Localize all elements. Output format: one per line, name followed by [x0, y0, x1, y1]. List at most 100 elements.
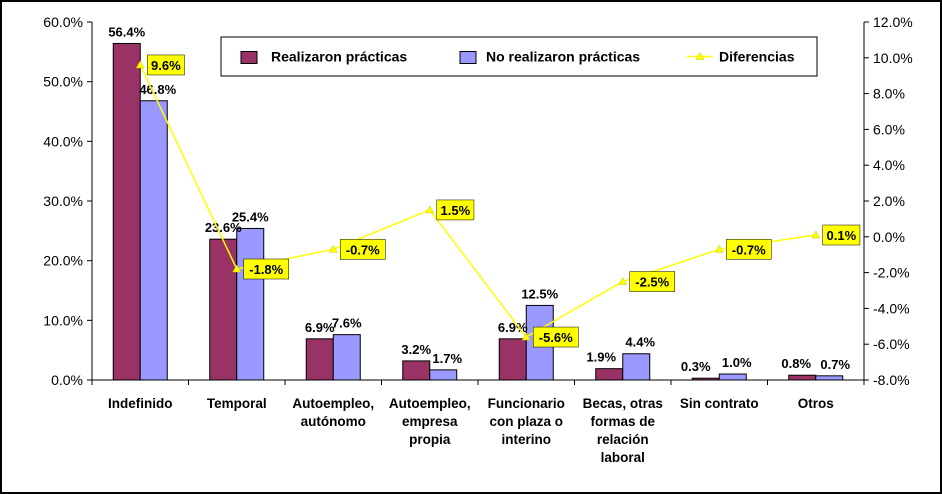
category-label: empresa: [402, 414, 458, 429]
bar-realizaron: [595, 368, 624, 381]
left-tick-label: 20.0%: [43, 253, 83, 269]
legend: Realizaron prácticas No realizaron prácti…: [220, 36, 818, 77]
bar-no-realizaron: [622, 353, 651, 381]
category-label: propia: [409, 432, 451, 447]
category-label: Autoempleo,: [389, 396, 471, 411]
legend-box: [220, 36, 818, 77]
difference-label-box: [533, 326, 579, 348]
difference-marker: [135, 60, 145, 69]
difference-marker: [521, 332, 531, 341]
legend-swatch-realizaron: [240, 51, 258, 64]
legend-swatch-no-realizaron: [459, 51, 477, 64]
bar-no-realizaron: [139, 100, 168, 381]
right-tick-label: 12.0%: [873, 14, 913, 30]
difference-label-box: [340, 239, 386, 260]
category-label: Autoempleo,: [292, 396, 374, 411]
bar-no-realizaron: [718, 373, 747, 381]
category-label: Sin contrato: [680, 396, 759, 411]
bar-label-no-realizaron: 25.4%: [232, 209, 269, 224]
bar-no-realizaron: [236, 227, 265, 381]
left-tick-label: 60.0%: [43, 14, 83, 30]
tick-labels: 0.0% 10.0% 20.0% 30.0% 40.0% 50.0% 60.0% -8.0% -…: [43, 14, 912, 388]
category-label: Becas, otras: [583, 396, 663, 411]
difference-labels: 9.6% -1.8% -0.7% 1.5% -5.6% -2.5% -0.7% 0.1%: [147, 54, 861, 348]
bar-label-realizaron: 6.9%: [305, 320, 335, 335]
bar-label-no-realizaron: 1.0%: [722, 355, 752, 370]
bar-label-realizaron: 3.2%: [401, 342, 431, 357]
bar-no-realizaron: [429, 369, 458, 381]
legend-label-no-realizaron: No realizaron prácticas: [486, 49, 640, 65]
left-tick-label: 50.0%: [43, 74, 83, 90]
legend-marker-diferencias: [695, 51, 705, 60]
bar-label-realizaron: 23.6%: [205, 220, 242, 235]
bar-label-realizaron: 0.8%: [781, 356, 811, 371]
right-tick-label: 0.0%: [873, 229, 905, 245]
bar-label-realizaron: 0.3%: [681, 359, 711, 374]
left-tick-label: 10.0%: [43, 312, 83, 328]
category-label: relación: [597, 432, 649, 447]
difference-label: -0.7%: [346, 242, 380, 257]
bar-realizaron: [209, 238, 238, 381]
difference-label-box: [147, 54, 185, 76]
difference-label-box: [726, 239, 772, 260]
difference-marker: [328, 244, 338, 253]
legend-label-diferencias: Diferencias: [719, 49, 795, 65]
difference-label-box: [436, 199, 475, 221]
right-tick-label: 4.0%: [873, 157, 905, 173]
category-label: interino: [502, 432, 552, 447]
bar-label-realizaron: 56.4%: [108, 24, 145, 39]
category-label: autónomo: [301, 414, 366, 429]
bar-label-no-realizaron: 12.5%: [521, 286, 558, 301]
left-tick-label: 30.0%: [43, 193, 83, 209]
bar-label-no-realizaron: 7.6%: [332, 316, 362, 331]
bar-label-no-realizaron: 0.7%: [820, 357, 850, 372]
bar-realizaron: [402, 360, 431, 381]
category-label: con plaza o: [489, 414, 563, 429]
category-label: Indefinido: [108, 396, 173, 411]
bar-labels: 56.4%46.8%23.6%25.4%6.9%7.6%3.2%1.7%6.9%…: [108, 24, 850, 374]
category-label: Funcionario: [488, 396, 565, 411]
right-tick-label: 2.0%: [873, 193, 905, 209]
difference-label-box: [629, 271, 675, 292]
difference-label: -1.8%: [249, 262, 283, 277]
bar-label-no-realizaron: 4.4%: [625, 335, 655, 350]
bar-label-realizaron: 1.9%: [586, 350, 616, 365]
difference-marker: [811, 230, 821, 239]
right-tick-label: 8.0%: [873, 86, 905, 102]
category-label: Otros: [798, 396, 834, 411]
right-tick-label: -4.0%: [873, 300, 910, 316]
difference-label-box: [822, 224, 861, 246]
right-tick-label: -8.0%: [873, 372, 910, 388]
bar-realizaron: [691, 377, 720, 381]
category-label: formas de: [590, 414, 655, 429]
category-label: laboral: [601, 450, 645, 465]
difference-label: -2.5%: [635, 275, 669, 290]
difference-marker: [714, 244, 724, 253]
legend-label-realizaron: Realizaron prácticas: [271, 49, 407, 65]
left-tick-label: 40.0%: [43, 133, 83, 149]
bar-label-realizaron: 6.9%: [498, 320, 528, 335]
difference-label: 9.6%: [151, 58, 181, 73]
category-labels: Indefinido Temporal Autoempleo, autónomo Aut…: [108, 396, 834, 465]
difference-label: 0.1%: [827, 228, 857, 243]
bar-realizaron: [788, 374, 817, 381]
right-tick-label: -6.0%: [873, 336, 910, 352]
bar-no-realizaron: [815, 375, 844, 381]
bar-realizaron: [305, 338, 334, 381]
difference-label: -5.6%: [539, 330, 573, 345]
bar-label-no-realizaron: 1.7%: [432, 351, 462, 366]
right-tick-label: 6.0%: [873, 121, 905, 137]
category-label: Temporal: [207, 396, 267, 411]
bar-label-no-realizaron: 46.8%: [139, 82, 176, 97]
bar-realizaron: [112, 42, 141, 381]
right-tick-label: -2.0%: [873, 265, 910, 281]
difference-label-box: [243, 258, 289, 280]
right-tick-label: 10.0%: [873, 50, 913, 66]
bar-realizaron: [498, 338, 527, 381]
difference-label: -0.7%: [732, 242, 766, 257]
difference-marker: [232, 264, 242, 273]
left-tick-label: 0.0%: [51, 372, 83, 388]
difference-label: 1.5%: [441, 203, 471, 218]
difference-marker: [618, 277, 628, 285]
